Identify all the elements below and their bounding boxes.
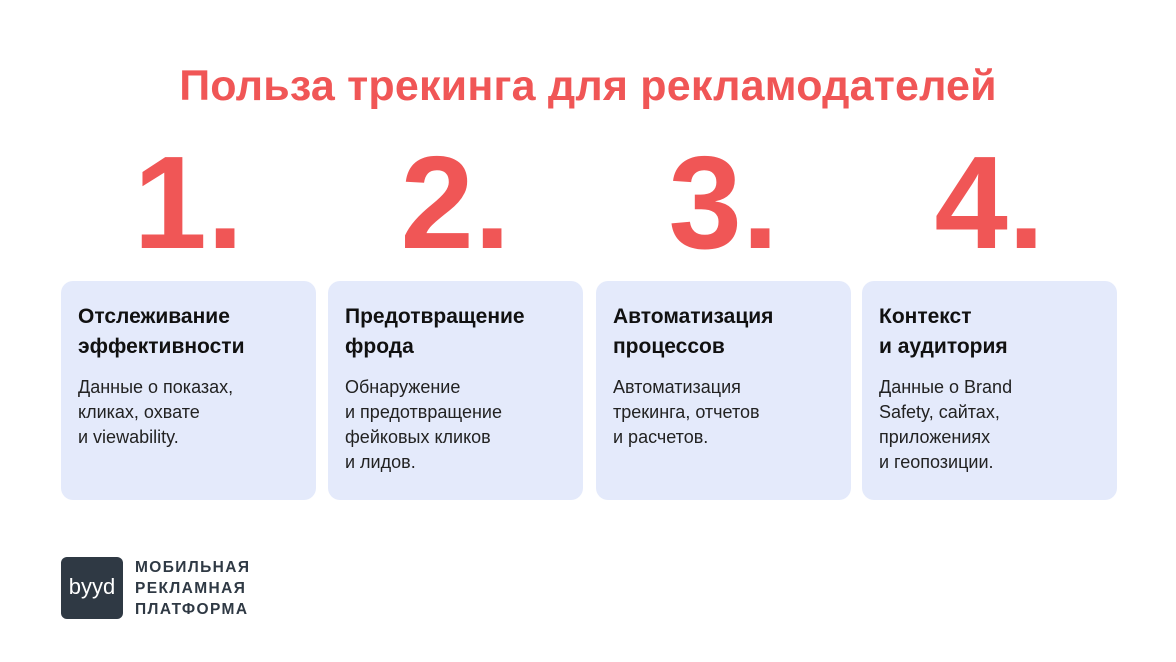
step-number-3: 3. — [668, 129, 779, 276]
benefit-card-1: Отслеживание эффективности Данные о пока… — [61, 281, 316, 500]
byyd-logo: byyd — [61, 557, 123, 619]
step-number-1: 1. — [133, 129, 244, 276]
card-text: Данные о показах, кликах, охвате и viewa… — [78, 377, 234, 447]
benefit-card-3: Автоматизация процессов Автоматизация тр… — [596, 281, 851, 500]
card-text: Обнаружение и предотвращение фейковых кл… — [345, 377, 502, 472]
card-title: Предотвращение фрода — [345, 305, 525, 358]
benefit-card-2: Предотвращение фрода Обнаружение и предо… — [328, 281, 583, 500]
brand-tagline: МОБИЛЬНАЯ РЕКЛАМНАЯ ПЛАТФОРМА — [135, 559, 251, 618]
step-number-2: 2. — [400, 129, 511, 276]
card-text: Автоматизация трекинга, отчетов и расчет… — [613, 377, 760, 447]
benefit-card-4: Контекст и аудитория Данные о Brand Safe… — [862, 281, 1117, 500]
card-title: Автоматизация процессов — [613, 305, 774, 358]
card-text: Данные о Brand Safety, сайтах, приложени… — [879, 377, 1013, 472]
page-title: Польза трекинга для рекламодателей — [179, 62, 997, 110]
card-title: Отслеживание эффективности — [78, 305, 245, 358]
step-number-4: 4. — [934, 129, 1045, 276]
card-title: Контекст и аудитория — [879, 305, 1008, 358]
